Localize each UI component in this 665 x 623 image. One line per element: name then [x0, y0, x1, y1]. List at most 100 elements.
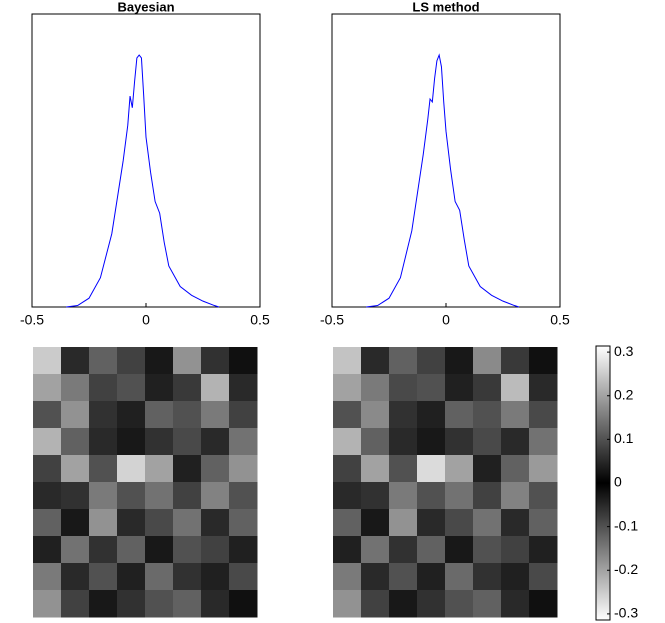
colorbar-tick-label: 0.2: [614, 386, 634, 402]
chart-title: Bayesian: [117, 0, 174, 14]
image-cell: [445, 563, 474, 591]
image-cell: [417, 347, 446, 375]
image-cell: [33, 347, 62, 375]
image-cell: [361, 428, 390, 456]
x-tick-label: 0.5: [250, 312, 270, 328]
image-cell: [529, 401, 558, 429]
image-cell: [89, 563, 118, 591]
image-cell: [173, 482, 202, 510]
colorbar-tick-label: -0.2: [614, 561, 638, 577]
x-tick-label: -0.5: [20, 312, 44, 328]
image-cell: [361, 563, 390, 591]
image-cell: [89, 428, 118, 456]
image-cell: [361, 509, 390, 537]
x-tick-label: 0: [442, 312, 450, 328]
image-cell: [61, 590, 90, 618]
colorbar-tick-label: 0.3: [614, 343, 634, 359]
image-cell: [473, 428, 502, 456]
image-cell: [117, 482, 146, 510]
image-cell: [117, 563, 146, 591]
image-cell: [145, 455, 174, 483]
image-cell: [145, 509, 174, 537]
image-cell: [89, 401, 118, 429]
image-cell: [229, 563, 258, 591]
image-cell: [229, 509, 258, 537]
image-cell: [33, 563, 62, 591]
image-cell: [173, 455, 202, 483]
image-cell: [201, 428, 230, 456]
image-cell: [417, 563, 446, 591]
image-cell: [445, 455, 474, 483]
image-cell: [145, 347, 174, 375]
image-cell: [473, 374, 502, 402]
image-cell: [229, 590, 258, 618]
image-cell: [33, 401, 62, 429]
image-cell: [145, 536, 174, 564]
image-cell: [89, 509, 118, 537]
image-cell: [33, 482, 62, 510]
image-cell: [61, 374, 90, 402]
image-cell: [117, 536, 146, 564]
x-tick-label: 0: [142, 312, 150, 328]
image-cell: [89, 347, 118, 375]
image-cell: [145, 374, 174, 402]
image-cell: [173, 509, 202, 537]
x-tick-label: 0.5: [550, 312, 570, 328]
image-cell: [501, 401, 530, 429]
image-cell: [333, 347, 362, 375]
plot-frame: [31, 13, 261, 308]
image-cell: [33, 590, 62, 618]
image-cell: [445, 374, 474, 402]
image-cell: [89, 482, 118, 510]
image-cell: [389, 428, 418, 456]
image-cell: [389, 563, 418, 591]
image-cell: [229, 401, 258, 429]
image-cell: [529, 563, 558, 591]
image-cell: [33, 374, 62, 402]
image-cell: [389, 536, 418, 564]
image-cell: [417, 428, 446, 456]
image-cell: [145, 590, 174, 618]
image-cell: [173, 428, 202, 456]
image-cell: [501, 590, 530, 618]
image-cell: [473, 590, 502, 618]
image-cell: [117, 509, 146, 537]
image-cell: [33, 428, 62, 456]
image-cell: [529, 455, 558, 483]
image-cell: [501, 374, 530, 402]
image-cell: [417, 455, 446, 483]
colorbar-tick-label: -0.1: [614, 517, 638, 533]
image-cell: [333, 509, 362, 537]
density-line: [66, 54, 220, 308]
image-cell: [501, 563, 530, 591]
image-cell: [33, 455, 62, 483]
image-cell: [145, 428, 174, 456]
image-cell: [117, 455, 146, 483]
image-cell: [117, 374, 146, 402]
image-cell: [389, 374, 418, 402]
image-cell: [173, 347, 202, 375]
image-cell: [61, 401, 90, 429]
image-cell: [201, 590, 230, 618]
image-cell: [445, 509, 474, 537]
image-cell: [529, 374, 558, 402]
image-cell: [389, 590, 418, 618]
image-cell: [417, 509, 446, 537]
image-cell: [333, 536, 362, 564]
image-cell: [201, 347, 230, 375]
image-cell: [445, 536, 474, 564]
image-cell: [501, 536, 530, 564]
image-cell: [361, 590, 390, 618]
chart-title: LS method: [412, 0, 479, 14]
image-cell: [61, 482, 90, 510]
image-cell: [389, 482, 418, 510]
image-cell: [117, 401, 146, 429]
image-cell: [229, 455, 258, 483]
image-cell: [417, 536, 446, 564]
image-cell: [473, 347, 502, 375]
image-cell: [201, 536, 230, 564]
image-cell: [201, 482, 230, 510]
image-cell: [417, 374, 446, 402]
image-cell: [333, 590, 362, 618]
